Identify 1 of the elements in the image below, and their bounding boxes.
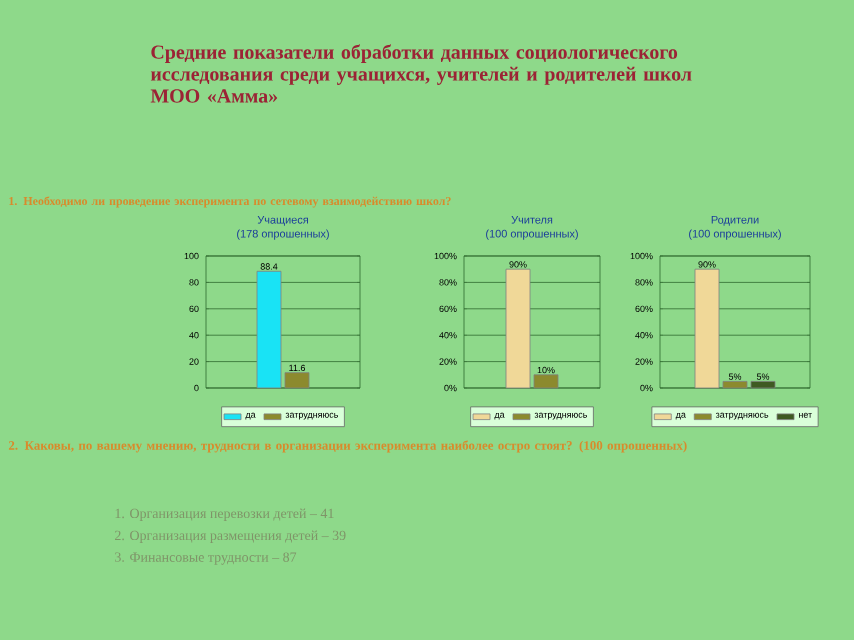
text: Средние показатели обработки данных социологического исследования среди учащихся, учителей и родителей школ МОО «Амма» [150,44,692,103]
